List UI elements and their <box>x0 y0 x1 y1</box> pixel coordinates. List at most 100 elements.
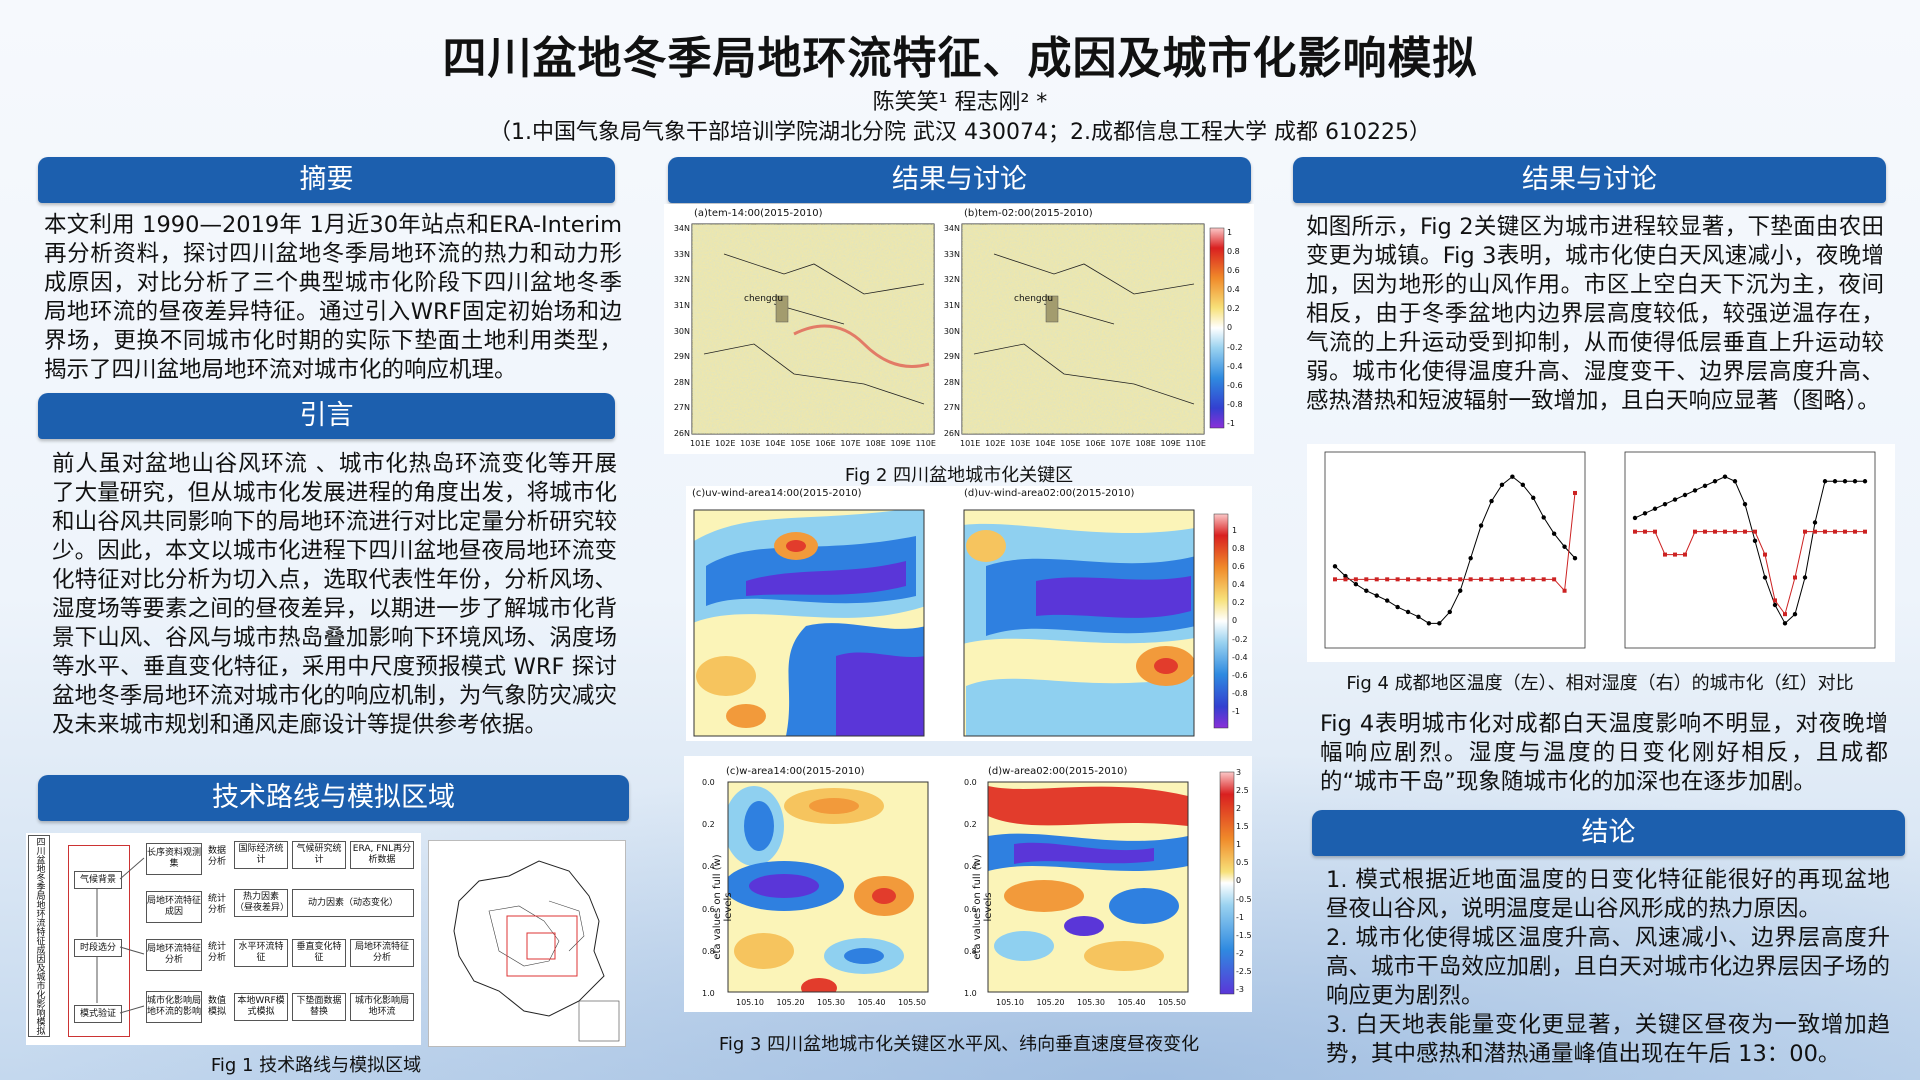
lat-tick: 30N <box>943 326 960 336</box>
fig4-left-frame <box>1324 451 1586 649</box>
fig4-point <box>1852 479 1858 484</box>
fig4-point <box>1802 575 1808 580</box>
cb-tick: 0.8 <box>1227 247 1240 257</box>
lat-tick: 32N <box>673 275 690 285</box>
fig4-point <box>1468 555 1473 561</box>
lon-tick: 107E <box>840 439 861 448</box>
lat-tick: 32N <box>943 275 960 285</box>
cb-tick: 0.6 <box>1227 266 1240 276</box>
lon-tick: 105.10 <box>736 998 764 1007</box>
lon-tick: 105E <box>790 439 811 448</box>
fig4-point <box>1823 529 1827 534</box>
lon-tick: 105.50 <box>1158 998 1186 1007</box>
lon-tick: 102E <box>715 439 736 448</box>
fig4-point <box>1426 621 1432 626</box>
fig3-eta-ticks-f: 0.0 0.2 0.4 0.6 0.8 1.0 <box>964 778 977 998</box>
fig2-panel-a-title: (a)tem-14:00(2015-2010) <box>694 208 823 219</box>
fig4-point <box>1853 529 1857 534</box>
city-label-b: chengdu <box>1014 294 1054 304</box>
flow-label-4: 数值模拟 <box>206 993 228 1021</box>
cb-tick: 3 <box>1236 768 1242 777</box>
lon-tick: 105.30 <box>817 998 845 1007</box>
fig4-point <box>1842 479 1848 484</box>
fig2-caption: Fig 2 四川盆地城市化关键区 <box>844 465 1074 486</box>
fig4-point <box>1843 529 1847 534</box>
fig4-point <box>1385 577 1390 582</box>
lat-tick: 34N <box>673 224 690 233</box>
fig4-point <box>1333 577 1337 582</box>
cb-tick: -0.2 <box>1232 634 1248 644</box>
flow-grid-2-1: 垂直变化特征 <box>292 939 346 967</box>
authors: 陈笑笑¹ 程志刚² * <box>872 90 1048 115</box>
fig4-point <box>1833 529 1837 534</box>
conclusion-heading: 结论 <box>1312 810 1905 856</box>
fig3-lon-ticks-e: 105.10 105.20 105.30 105.40 105.50 <box>736 998 926 1007</box>
fig4-point <box>1793 575 1797 580</box>
fig4-point <box>1343 577 1348 582</box>
fig4-point <box>1722 474 1728 479</box>
lat-tick: 30N <box>673 326 690 336</box>
flow-grid-1-0: 热力因素（昼夜差异） <box>234 889 289 917</box>
cb-tick: 0 <box>1232 616 1238 626</box>
cb-tick: -0.6 <box>1227 380 1243 390</box>
fig4 <box>1307 444 1895 662</box>
lon-tick: 107E <box>1110 439 1131 448</box>
lon-tick: 109E <box>890 439 911 448</box>
fig4-point <box>1663 552 1667 557</box>
fig4-point <box>1743 529 1747 534</box>
fig4-point <box>1416 614 1421 620</box>
cb-tick: 0 <box>1236 876 1242 886</box>
fig4-point <box>1703 529 1707 534</box>
fig2: (a)tem-14:00(2015-2010) (b)tem-02:00(201… <box>664 204 1254 454</box>
fig4-point <box>1742 501 1748 507</box>
lon-tick: 108E <box>1135 439 1156 448</box>
lat-tick: 26N <box>943 429 960 438</box>
fig4-point <box>1662 501 1668 507</box>
cb-tick: -0.4 <box>1232 652 1248 662</box>
fig4-point <box>1551 531 1557 536</box>
flow-grid-0-1: 气候研究统计 <box>292 841 346 869</box>
fig4-series-line <box>1635 531 1865 616</box>
lat-tick: 33N <box>943 249 960 259</box>
fig4-point <box>1531 577 1536 582</box>
lon-tick: 105.20 <box>1036 998 1065 1007</box>
fig4-point <box>1562 544 1567 549</box>
fig4-point <box>1395 577 1400 582</box>
fig4-point <box>1803 529 1807 534</box>
fig4-point <box>1633 529 1637 534</box>
cb-tick: 0.5 <box>1236 858 1249 868</box>
cb-tick: -0.4 <box>1227 361 1243 371</box>
fig4-point <box>1406 577 1411 582</box>
fig3-caption: Fig 3 四川盆地城市化关键区水平风、纬向垂直速度昼夜变化 <box>718 1034 1200 1055</box>
fig4-point <box>1693 529 1697 534</box>
lon-tick: 109E <box>1160 439 1181 448</box>
fig4-svg <box>1324 451 1876 649</box>
fig4-point <box>1499 577 1504 582</box>
fig4-series-line <box>1334 476 1576 624</box>
fig2-lat-ticks-a: 34N 33N 32N 31N 30N 29N 28N 27N 26N <box>666 224 690 438</box>
eta-tick: 1.0 <box>702 988 715 998</box>
fig4-point <box>1642 511 1648 516</box>
eta-tick: 0.2 <box>964 820 977 830</box>
cb-tick: 0.2 <box>1232 598 1245 608</box>
flow-label-2: 统计分析 <box>206 891 228 919</box>
fig4-point <box>1458 577 1463 582</box>
cb-tick: 1 <box>1232 526 1238 535</box>
fig4-point <box>1862 479 1868 484</box>
city-label-a: chengdu <box>744 294 784 304</box>
lon-tick: 108E <box>865 439 886 448</box>
domain-map <box>428 840 626 1047</box>
fig3-top-colorbar-ticks: 1 0.8 0.6 0.4 0.2 0 -0.2 -0.4 -0.6 -0.8 -1 <box>1232 526 1248 716</box>
fig4-point <box>1520 577 1525 582</box>
lon-tick: 105.50 <box>898 998 926 1007</box>
cb-tick: 1.5 <box>1236 822 1249 832</box>
cb-tick: -3 <box>1236 984 1244 994</box>
eta-tick: 0.0 <box>702 778 715 787</box>
fig4-point <box>1541 577 1546 582</box>
eta-tick: 0.4 <box>702 862 715 872</box>
fig4-point <box>1692 488 1698 493</box>
lat-tick: 29N <box>943 352 960 362</box>
flow-label-1: 数据分析 <box>206 843 228 871</box>
fig4-point <box>1863 529 1867 534</box>
fig4-point <box>1832 479 1838 484</box>
